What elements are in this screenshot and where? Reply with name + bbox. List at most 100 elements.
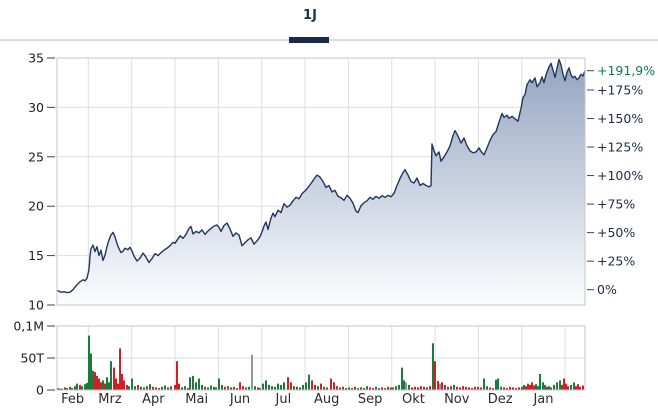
volume-bar (155, 387, 157, 390)
volume-bar (134, 386, 136, 390)
plot-frames (56, 57, 586, 391)
volume-bar (523, 384, 525, 390)
volume-bar (227, 386, 229, 390)
volume-bar (561, 384, 563, 390)
volume-bar (408, 384, 410, 390)
volume-bar (271, 386, 273, 390)
volume-bar (104, 383, 106, 390)
volume-bar (372, 388, 374, 390)
volume-bar (293, 386, 295, 390)
volume-bar (414, 386, 416, 390)
volume-bar (283, 382, 285, 390)
volume-bar (570, 384, 572, 390)
volume-bar (86, 383, 88, 390)
volume-bar (579, 386, 581, 390)
month-label: Mrz (98, 392, 122, 407)
volume-bar (369, 387, 371, 390)
price-plot-area[interactable] (57, 58, 585, 305)
volume-bar (392, 387, 394, 390)
tab-1-year[interactable]: 1J (303, 8, 317, 23)
volume-bar (468, 387, 470, 390)
volume-bar (489, 387, 491, 390)
volume-bar (296, 386, 298, 390)
price-axis-label: 10 (28, 298, 44, 313)
volume-bar (187, 388, 189, 390)
volume-bar (495, 379, 497, 390)
volume-bar (158, 388, 160, 390)
volume-bar (207, 387, 209, 390)
volume-bar (251, 354, 253, 390)
volume-bar (387, 386, 389, 390)
volume-bar (509, 386, 511, 390)
volume-bar (439, 383, 441, 390)
volume-bar (360, 387, 362, 390)
volume-bar (121, 374, 123, 390)
active-tab-indicator (289, 37, 329, 43)
volume-bar (74, 386, 76, 390)
volume-bar (527, 383, 529, 390)
volume-bar (102, 380, 104, 390)
volume-bar (330, 378, 332, 390)
volume-bar (573, 382, 575, 390)
volume-bar (239, 382, 241, 390)
month-label: Jul (275, 392, 292, 407)
volume-bar (146, 386, 148, 390)
volume-bar (381, 387, 383, 390)
volume-bar (474, 386, 476, 390)
price-series (56, 58, 586, 305)
volume-bar (351, 388, 353, 390)
volume-bar (429, 386, 431, 390)
volume-bar (450, 386, 452, 390)
volume-bar (326, 387, 328, 390)
volume-bar (274, 386, 276, 390)
percent-axis-label: +125% (597, 140, 643, 155)
volume-bar (265, 380, 267, 390)
month-label: Okt (402, 392, 425, 407)
volume-bar (531, 382, 533, 390)
volume-bar (79, 384, 81, 390)
volume-bar (459, 387, 461, 390)
volume-bar (161, 386, 163, 390)
volume-bar (176, 361, 178, 390)
volume-bar (94, 372, 96, 390)
volume-axis-label: 0 (36, 383, 44, 398)
volume-bar (575, 386, 577, 390)
volume-bar (539, 374, 541, 390)
volume-bar (64, 387, 66, 390)
volume-bar (323, 386, 325, 390)
volume-bar (378, 388, 380, 390)
volume-bar (375, 386, 377, 390)
volume-bar (456, 386, 458, 390)
volume-bar (420, 386, 422, 390)
volume-bar (245, 387, 247, 390)
volume-bar (544, 384, 546, 390)
month-label: Aug (314, 392, 339, 407)
volume-bar (314, 384, 316, 390)
volume-bar (140, 386, 142, 390)
volume-bar (174, 384, 176, 390)
volume-bar (503, 387, 505, 390)
volume-bar (480, 387, 482, 390)
price-plot-border (56, 57, 586, 306)
volume-bar (248, 386, 250, 390)
volume-bar (287, 377, 289, 390)
volume-plot-area[interactable] (57, 326, 585, 390)
volume-bar (210, 385, 212, 390)
volume-bar (471, 388, 473, 390)
volume-bar (100, 382, 102, 390)
volume-bar (483, 378, 485, 390)
volume-bar (66, 388, 68, 390)
volume-bar (184, 386, 186, 390)
volume-bar (354, 386, 356, 390)
volume-bar (320, 383, 322, 390)
volume-bar (113, 367, 115, 390)
volume-bar (106, 377, 108, 390)
volume-axis-label: 50T (20, 351, 44, 366)
volume-bar (108, 382, 110, 390)
volume-bar (308, 374, 310, 390)
volume-bar (152, 386, 154, 390)
volume-bar (506, 388, 508, 390)
volume-bar (453, 384, 455, 390)
